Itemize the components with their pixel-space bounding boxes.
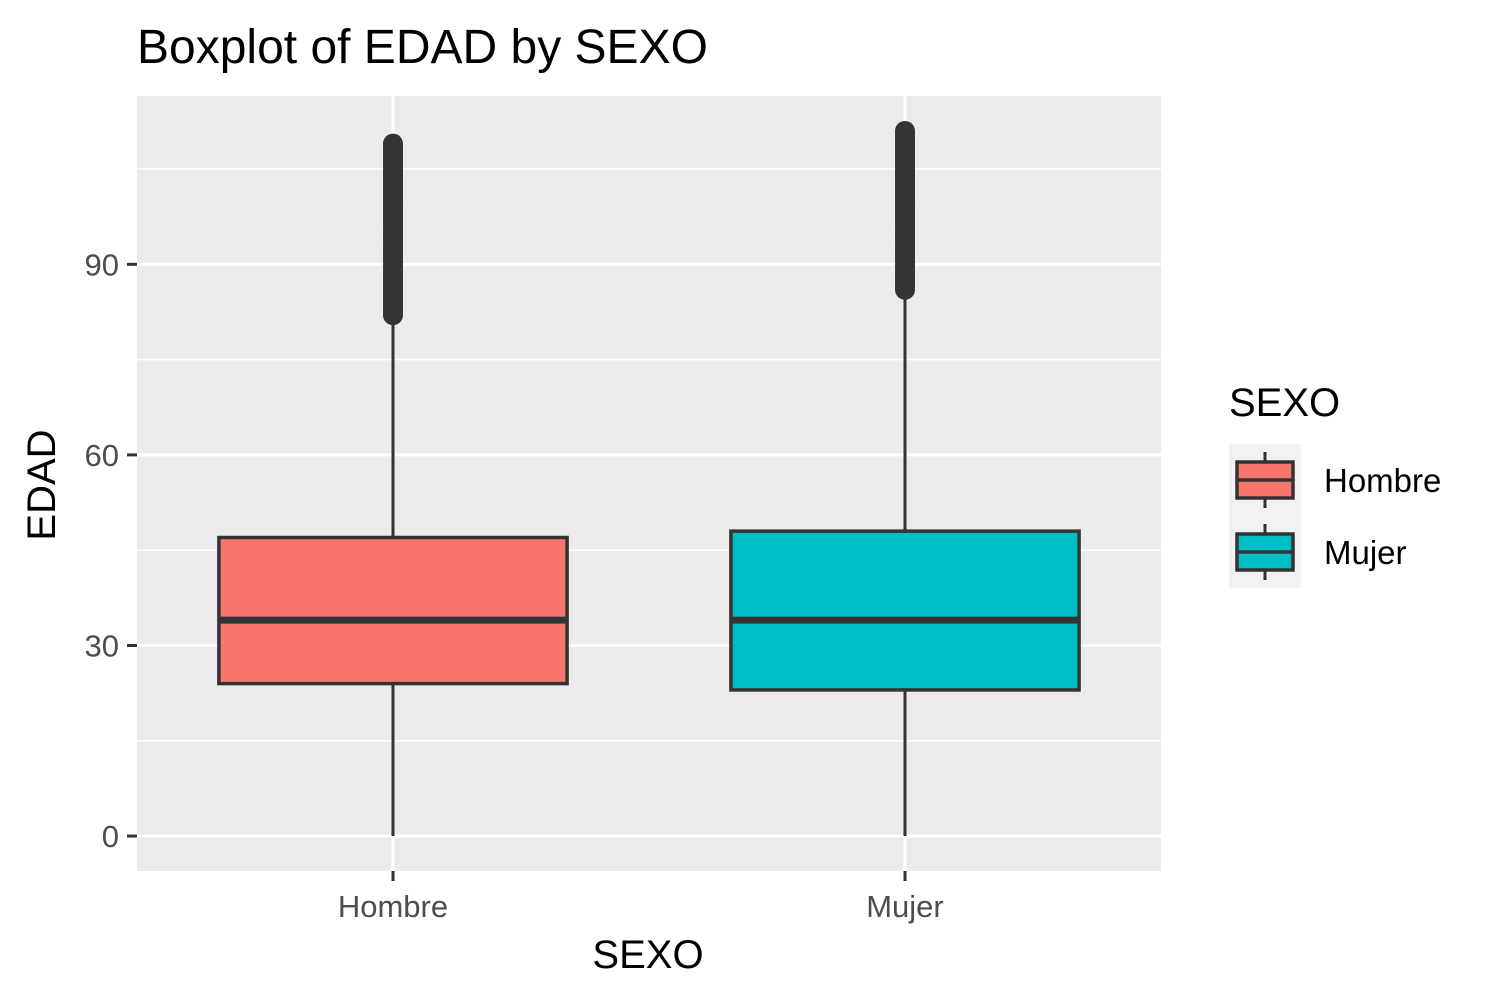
legend-label: Mujer: [1324, 534, 1407, 571]
x-tick-label: Hombre: [338, 889, 448, 924]
box-iqr: [729, 529, 1081, 692]
plot-panel: [137, 96, 1161, 871]
legend-key-mujer: Mujer: [1229, 516, 1407, 588]
boxes-layer: [217, 120, 1081, 837]
x-axis: Hombre Mujer: [338, 871, 944, 924]
legend-key-hombre: Hombre: [1229, 444, 1441, 516]
y-tick-label: 60: [85, 438, 119, 473]
outlier-point: [895, 120, 915, 141]
box-group-hombre: [217, 133, 569, 837]
y-axis-title: EDAD: [20, 429, 64, 540]
x-axis-title: SEXO: [592, 933, 703, 977]
legend-keys: Hombre Mujer: [1229, 444, 1441, 588]
outlier-points: [383, 133, 403, 326]
legend: SEXO Hombre Mujer: [1229, 381, 1441, 588]
legend-title: SEXO: [1229, 381, 1340, 425]
x-tick-label: Mujer: [866, 889, 944, 924]
box-group-mujer: [729, 120, 1081, 837]
y-tick-label: 30: [85, 628, 119, 663]
y-tick-label: 0: [102, 819, 119, 854]
box-iqr: [217, 535, 569, 686]
outlier-points: [895, 120, 915, 300]
outlier-point: [383, 133, 403, 154]
y-axis: 0 30 60 90: [85, 247, 137, 854]
legend-label: Hombre: [1324, 462, 1441, 499]
chart-title: Boxplot of EDAD by SEXO: [137, 21, 708, 74]
y-tick-label: 90: [85, 247, 119, 282]
